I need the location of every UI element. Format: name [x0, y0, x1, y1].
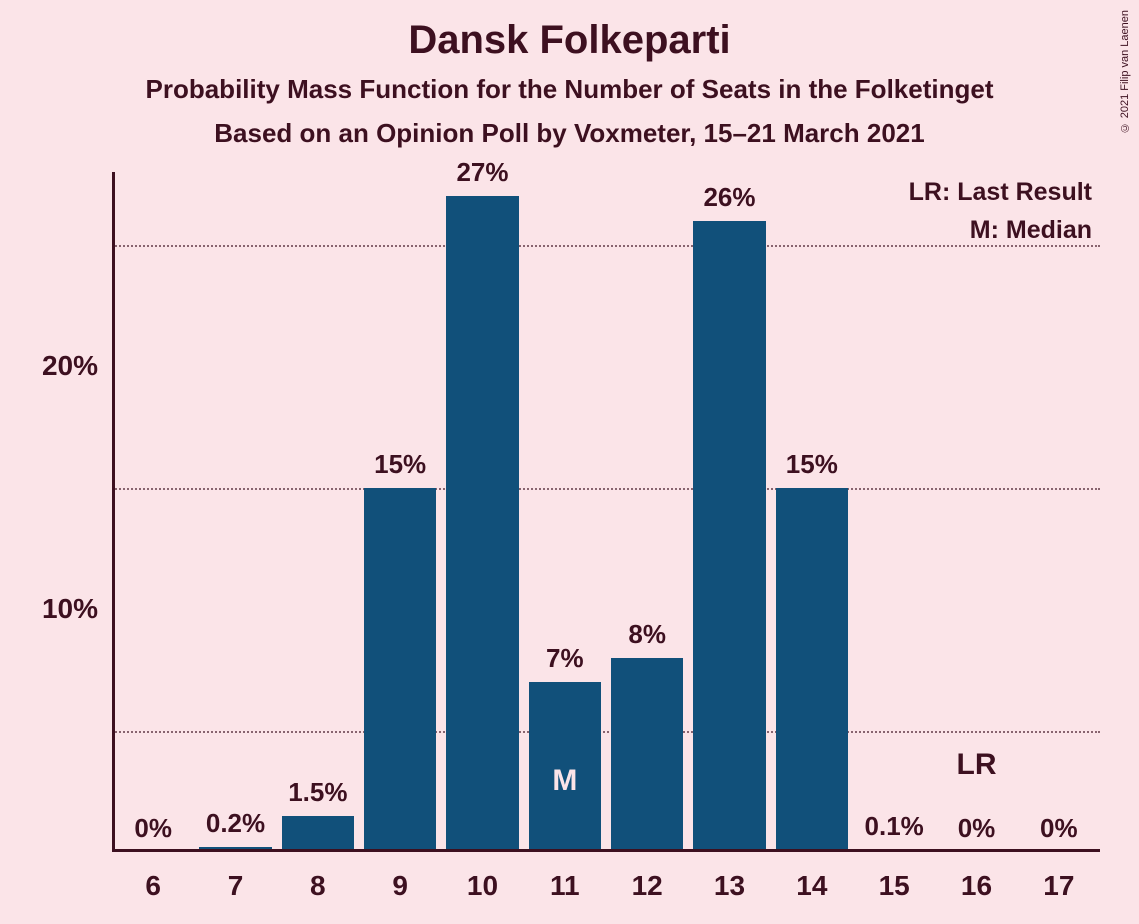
bar-value-label: 0.1% [858, 811, 930, 842]
bar-value-label: 26% [693, 182, 765, 213]
bar-value-label: 0% [117, 813, 189, 844]
x-axis-label: 16 [961, 852, 992, 902]
x-axis-label: 6 [145, 852, 161, 902]
x-axis-label: 15 [879, 852, 910, 902]
copyright-text: © 2021 Filip van Laenen [1119, 10, 1131, 133]
x-axis-label: 12 [632, 852, 663, 902]
x-axis-label: 10 [467, 852, 498, 902]
x-axis-line [112, 849, 1100, 852]
bar-value-label: 7% [529, 643, 601, 674]
x-axis-label: 11 [550, 852, 580, 902]
x-axis-label: 13 [714, 852, 745, 902]
bar-value-label: 8% [611, 619, 683, 650]
x-axis-label: 7 [228, 852, 244, 902]
x-axis-label: 14 [796, 852, 827, 902]
plot-area: 10%20%0%60.2%71.5%815%927%107%118%1226%1… [112, 172, 1100, 852]
bar [693, 221, 765, 852]
gridline [112, 245, 1100, 247]
bar-value-label: 0% [1023, 813, 1095, 844]
bar-value-label: 15% [364, 449, 436, 480]
bar-value-label: 0% [940, 813, 1012, 844]
legend-lr: LR: Last Result [909, 178, 1092, 207]
chart-container: Dansk Folkeparti Probability Mass Functi… [0, 0, 1139, 924]
bar-value-label: 1.5% [282, 777, 354, 808]
chart-subtitle-1: Probability Mass Function for the Number… [0, 74, 1139, 105]
bar-value-label: 0.2% [199, 808, 271, 839]
x-axis-label: 17 [1043, 852, 1074, 902]
bar [776, 488, 848, 852]
gridline [112, 731, 1100, 733]
gridline [112, 488, 1100, 490]
last-result-marker: LR [957, 748, 997, 782]
bar-value-label: 27% [446, 157, 518, 188]
x-axis-label: 8 [310, 852, 326, 902]
y-axis-label: 10% [42, 593, 112, 625]
x-axis-label: 9 [392, 852, 408, 902]
bar [446, 196, 518, 852]
legend-m: M: Median [970, 216, 1092, 245]
y-axis-line [112, 172, 115, 852]
median-marker: M [552, 764, 577, 798]
chart-title: Dansk Folkeparti [0, 18, 1139, 63]
bar [364, 488, 436, 852]
chart-subtitle-2: Based on an Opinion Poll by Voxmeter, 15… [0, 118, 1139, 149]
bar [611, 658, 683, 852]
bar-value-label: 15% [776, 449, 848, 480]
bar [282, 816, 354, 852]
y-axis-label: 20% [42, 350, 112, 382]
